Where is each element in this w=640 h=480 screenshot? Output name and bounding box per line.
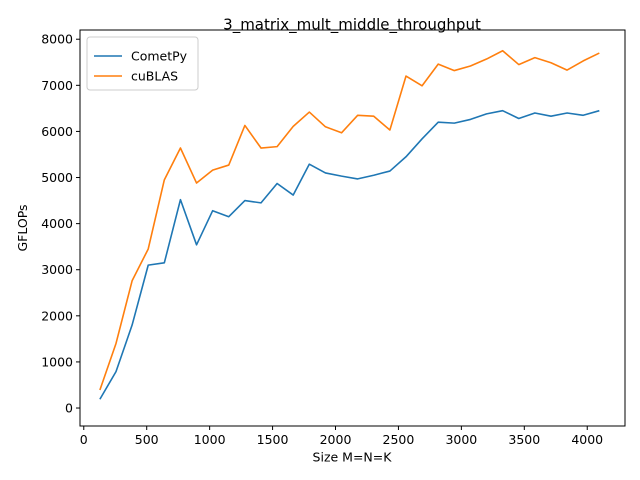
- series-line-cometpy: [99, 109, 600, 400]
- x-tick-label: 0: [80, 432, 88, 447]
- x-tick-label: 2500: [383, 432, 415, 447]
- y-axis-ticks: 0 1000 2000 3000 4000 5000 6000 7000 8000: [41, 32, 80, 416]
- x-tick-label: 1000: [194, 432, 226, 447]
- x-tick-label: 1500: [257, 432, 289, 447]
- x-tick-label: 2000: [320, 432, 352, 447]
- y-tick-label: 4000: [41, 216, 73, 231]
- x-axis-ticks: 0 500 1000 1500 2000 2500 3000 3500 4000: [80, 426, 603, 447]
- x-tick-label: 3500: [508, 432, 540, 447]
- x-axis-label: Size M=N=K: [313, 450, 393, 465]
- y-tick-label: 3000: [41, 262, 73, 277]
- y-tick-label: 8000: [41, 32, 73, 47]
- y-tick-label: 2000: [41, 308, 73, 323]
- x-tick-label: 4000: [571, 432, 603, 447]
- y-axis-label: GFLOPs: [15, 204, 30, 251]
- y-tick-label: 1000: [41, 354, 73, 369]
- y-tick-label: 5000: [41, 170, 73, 185]
- x-tick-label: 500: [135, 432, 159, 447]
- y-tick-label: 7000: [41, 78, 73, 93]
- plot-frame: [79, 29, 626, 427]
- legend: CometPy cuBLAS: [86, 36, 199, 91]
- y-tick-label: 6000: [41, 124, 73, 139]
- legend-label-cublas: cuBLAS: [131, 69, 178, 84]
- plot-lines: [99, 49, 600, 400]
- x-tick-label: 3000: [445, 432, 477, 447]
- y-tick-label: 0: [65, 401, 73, 416]
- series-line-cublas: [99, 49, 600, 391]
- chart-title: 3_matrix_mult_middle_throughput: [223, 16, 481, 35]
- legend-label-cometpy: CometPy: [131, 49, 188, 64]
